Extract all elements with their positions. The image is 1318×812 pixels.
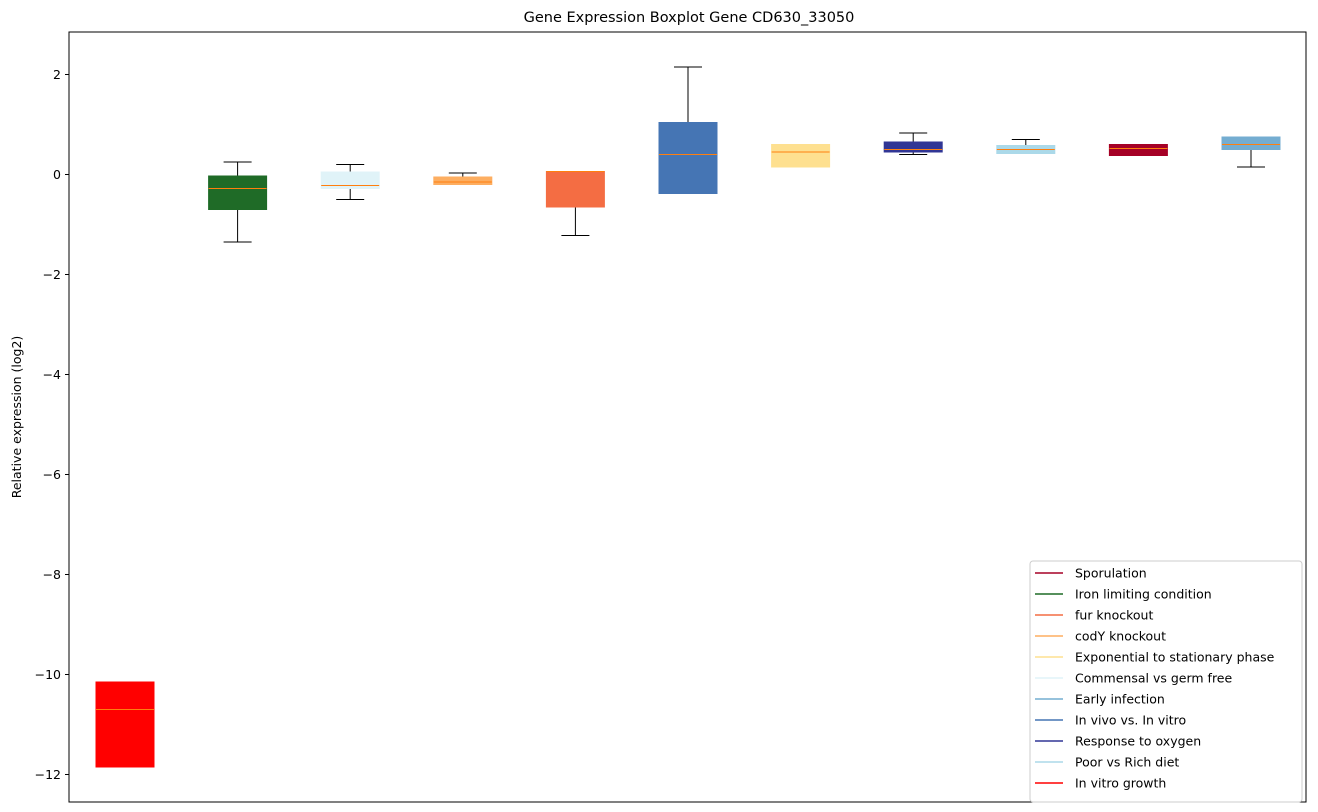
legend-label: Response to oxygen: [1075, 734, 1201, 749]
box-body: [883, 141, 943, 153]
box-group-4: [433, 172, 493, 185]
y-tick-label: 2: [53, 67, 61, 82]
legend-label: Poor vs Rich diet: [1075, 755, 1179, 770]
legend-label: Exponential to stationary phase: [1075, 650, 1275, 665]
y-tick-label: 0: [53, 167, 61, 182]
box-group-2: [208, 161, 268, 243]
chart-title: Gene Expression Boxplot Gene CD630_33050: [524, 10, 855, 26]
y-tick-label: −12: [35, 767, 61, 782]
box-body: [545, 171, 605, 208]
box-group-9: [996, 139, 1056, 154]
legend-item: Poor vs Rich diet: [1035, 755, 1179, 770]
y-tick-label: −8: [43, 567, 61, 582]
legend-item: Response to oxygen: [1035, 734, 1201, 749]
box-body: [320, 171, 380, 189]
box-body: [1108, 144, 1168, 156]
box-group-6: [658, 66, 718, 194]
plot-frame: [68, 31, 1307, 803]
legend-label: Iron limiting condition: [1075, 587, 1212, 602]
y-tick-label: −2: [43, 267, 61, 282]
box-body: [771, 144, 831, 168]
legend: Sporulation Iron limiting condition fur kn…: [1029, 560, 1303, 803]
box-body: [95, 681, 155, 768]
legend-label: fur knockout: [1075, 608, 1153, 623]
legend-item: Iron limiting condition: [1035, 587, 1212, 602]
legend-label: Sporulation: [1075, 566, 1147, 581]
legend-item: Exponential to stationary phase: [1035, 650, 1275, 665]
box-group-1: [95, 681, 155, 768]
y-tick-label: −4: [43, 367, 61, 382]
legend-item: In vivo vs. In vitro: [1035, 713, 1186, 728]
boxes-layer: [95, 66, 1281, 768]
legend-item: Early infection: [1035, 692, 1165, 707]
legend-label: Commensal vs germ free: [1075, 671, 1232, 686]
legend-label: In vivo vs. In vitro: [1075, 713, 1186, 728]
y-axis: 2 0 −2 −4 −6 −8 −10 −12: [35, 67, 69, 782]
legend-item: Sporulation: [1035, 566, 1147, 581]
legend-label: In vitro growth: [1075, 776, 1166, 791]
box-body: [1221, 136, 1281, 150]
box-group-3: [320, 164, 380, 200]
box-body: [658, 122, 718, 194]
legend-label: Early infection: [1075, 692, 1165, 707]
legend-item: Commensal vs germ free: [1035, 671, 1232, 686]
box-group-11: [1221, 136, 1281, 168]
box-group-7: [771, 144, 831, 168]
legend-item: codY knockout: [1035, 629, 1166, 644]
box-body: [433, 176, 493, 185]
box-group-8: [883, 132, 943, 155]
y-axis-label: Relative expression (log2): [9, 336, 24, 499]
legend-item: In vitro growth: [1035, 776, 1166, 791]
legend-label: codY knockout: [1075, 629, 1166, 644]
box-group-5: [545, 171, 605, 236]
box-body: [208, 175, 268, 210]
y-tick-label: −10: [35, 667, 61, 682]
box-group-10: [1108, 144, 1168, 156]
legend-item: fur knockout: [1035, 608, 1153, 623]
y-tick-label: −6: [43, 467, 61, 482]
legend-frame: [1029, 560, 1303, 803]
